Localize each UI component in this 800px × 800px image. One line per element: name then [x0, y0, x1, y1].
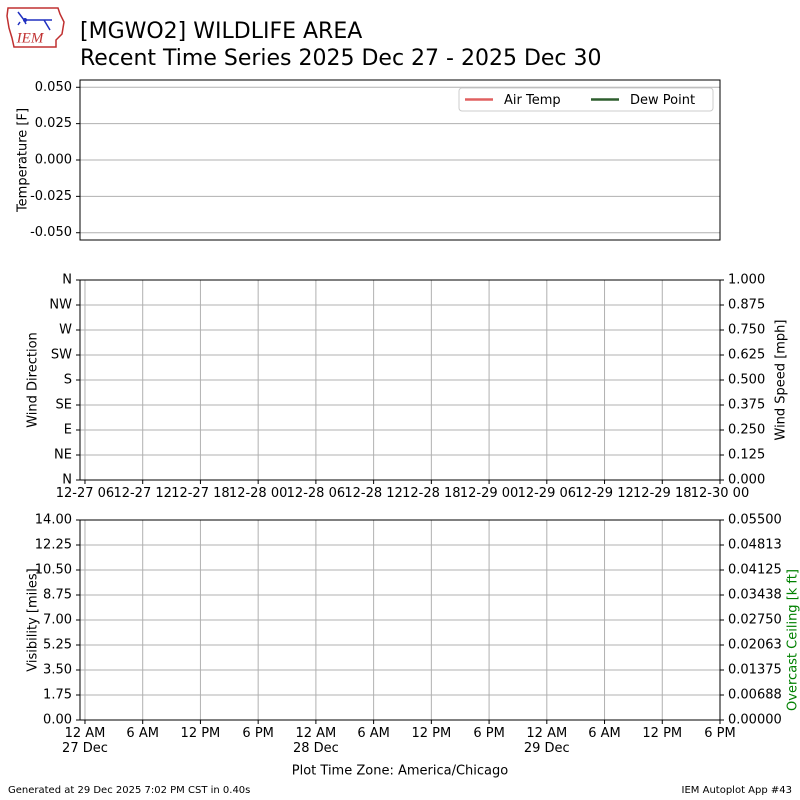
y2-tick-label: 0.125	[728, 448, 765, 463]
y-tick-label: N	[62, 473, 72, 488]
y-tick-label: 1.75	[43, 688, 72, 703]
x-tick-label: 12-27 06	[55, 486, 115, 501]
y2-tick-label: 0.04813	[728, 538, 782, 553]
y2-tick-label: 0.01375	[728, 663, 782, 678]
x-tick-label: 12-30 00	[690, 486, 750, 501]
y2-axis-label: Overcast Ceiling [k ft]	[786, 569, 800, 711]
x-tick-label: 12-28 06	[286, 486, 346, 501]
x-tick-label: 12-28 00	[228, 486, 288, 501]
y-tick-label: 7.00	[43, 613, 72, 628]
logo: IEM	[6, 7, 65, 48]
y-tick-label: SW	[51, 348, 72, 363]
x-tick-label: 6 PM	[704, 726, 736, 741]
x-tick-label: 12-28 18	[402, 486, 461, 501]
y-tick-label: 0.00	[43, 713, 72, 728]
y2-tick-label: 0.000	[728, 473, 765, 488]
x-tick-label: 12 AM 29 Dec	[523, 726, 570, 756]
y2-tick-label: 0.00688	[728, 688, 782, 703]
x-tick-label: 12-27 12	[113, 486, 172, 501]
y-tick-label: SE	[56, 398, 72, 413]
y2-axis-label: Wind Speed [mph]	[774, 320, 789, 441]
x-tick-label: 12-28 12	[344, 486, 403, 501]
y-tick-label: NW	[49, 298, 72, 313]
x-tick-label: 6 AM	[357, 726, 390, 741]
y-tick-label: 10.50	[35, 563, 72, 578]
y2-tick-label: 0.00000	[728, 713, 782, 728]
y-tick-label: NE	[54, 448, 72, 463]
y2-tick-label: 0.05500	[728, 513, 782, 528]
plot-frame	[79, 79, 721, 241]
y-tick-label: 5.25	[43, 638, 72, 653]
y-tick-label: E	[64, 423, 72, 438]
x-tick-label: 6 PM	[473, 726, 505, 741]
y-tick-label: 3.50	[43, 663, 72, 678]
x-tick-label: 12-29 00	[459, 486, 519, 501]
y-tick-label: 0.050	[35, 80, 72, 95]
y-axis-label: Wind Direction	[26, 332, 41, 428]
x-tick-label: 12 PM	[642, 726, 683, 741]
y-tick-label: S	[64, 373, 72, 388]
chart-subtitle: Recent Time Series 2025 Dec 27 - 2025 De…	[80, 46, 602, 71]
logo-dot	[23, 18, 27, 22]
y2-tick-label: 0.04125	[728, 563, 782, 578]
y2-tick-label: 0.250	[728, 423, 765, 438]
y-tick-label: N	[62, 273, 72, 288]
y2-tick-label: 0.375	[728, 398, 765, 413]
logo-text: IEM	[16, 30, 45, 46]
legend-label: Dew Point	[630, 93, 695, 108]
x-tick-label: 6 AM	[588, 726, 621, 741]
plot-frame	[79, 279, 721, 481]
y-axis-label: Temperature [F]	[16, 108, 31, 213]
y-tick-label: -0.050	[30, 225, 72, 240]
x-tick-label: 12 PM	[411, 726, 452, 741]
x-tick-label: 12-29 06	[517, 486, 577, 501]
y2-tick-label: 0.02750	[728, 613, 782, 628]
y2-tick-label: 0.500	[728, 373, 765, 388]
y-tick-label: 8.75	[43, 588, 72, 603]
y2-tick-label: 0.02063	[728, 638, 782, 653]
legend-box	[458, 87, 714, 112]
y-tick-label: W	[59, 323, 72, 338]
y2-tick-label: 0.875	[728, 298, 765, 313]
x-tick-label: 12-29 12	[575, 486, 634, 501]
x-tick-label: 12 AM 27 Dec	[62, 726, 108, 756]
y2-tick-label: 0.625	[728, 348, 765, 363]
y-tick-label: -0.025	[30, 189, 72, 204]
x-tick-label: 12 AM 28 Dec	[292, 726, 339, 756]
x-axis-label: Plot Time Zone: America/Chicago	[292, 764, 508, 779]
x-tick-label: 12 PM	[180, 726, 221, 741]
y2-tick-label: 0.03438	[728, 588, 782, 603]
y-axis-label: Visibility [miles]	[26, 568, 41, 671]
footer-right: IEM Autoplot App #43	[682, 785, 792, 796]
x-tick-label: 6 AM	[126, 726, 159, 741]
logo-outline	[6, 7, 65, 48]
y-tick-label: 12.25	[35, 538, 72, 553]
y-tick-label: 0.000	[35, 153, 72, 168]
chart-title: [MGWO2] WILDLIFE AREA	[80, 19, 362, 44]
y2-tick-label: 0.750	[728, 323, 765, 338]
y2-tick-label: 1.000	[728, 273, 765, 288]
legend-label: Air Temp	[504, 93, 561, 108]
y-tick-label: 0.025	[35, 116, 72, 131]
x-tick-label: 12-29 18	[633, 486, 692, 501]
x-tick-label: 6 PM	[242, 726, 274, 741]
footer-left: Generated at 29 Dec 2025 7:02 PM CST in …	[8, 785, 250, 796]
y-tick-label: 14.00	[35, 513, 72, 528]
x-tick-label: 12-27 18	[171, 486, 230, 501]
plot-frame	[79, 519, 721, 721]
